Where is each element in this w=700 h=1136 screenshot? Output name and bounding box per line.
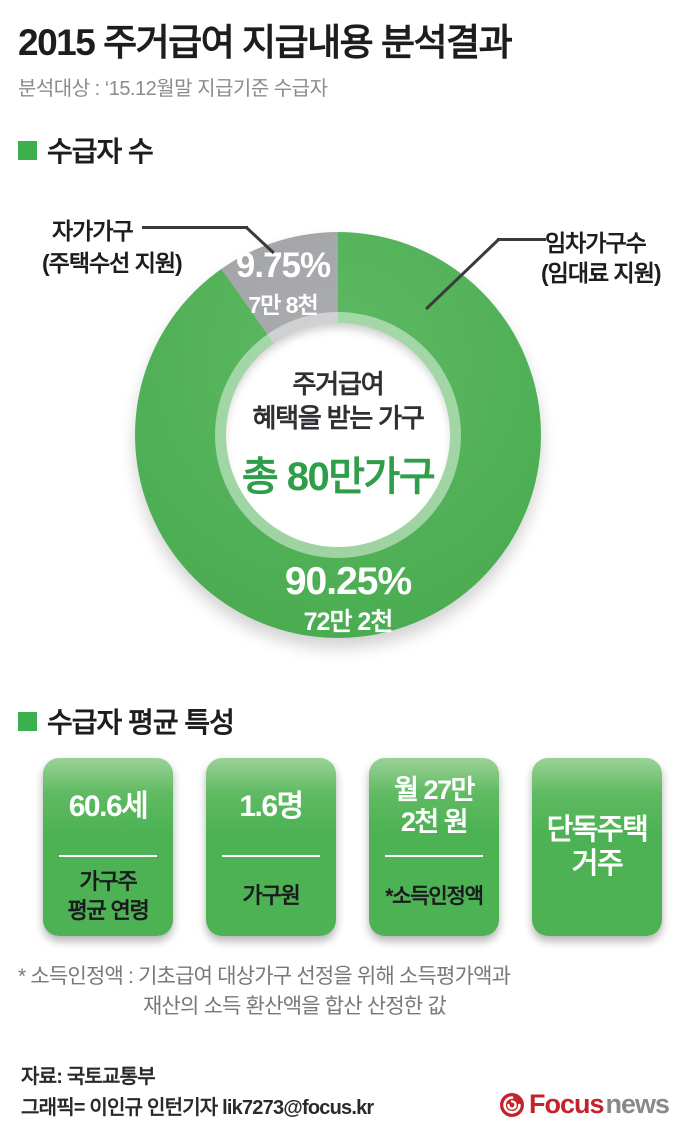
green-square-bullet-icon (18, 711, 37, 731)
section-characteristics-header: 수급자 평균 특성 (18, 701, 235, 741)
stat-value: 1.6명 (239, 789, 304, 823)
callout-rent-household-label: 임차가구수 (545, 230, 647, 256)
callout-own-household-label: 자가가구 (52, 218, 134, 244)
page-title: 2015 주거급여 지급내용 분석결과 (18, 22, 513, 63)
green-square-bullet-icon (18, 140, 37, 160)
section-characteristics-title: 수급자 평균 특성 (47, 707, 235, 738)
footnote: * 소득인정액 : 기초급여 대상가구 선정을 위해 소득평가액과 재산의 소득… (18, 962, 511, 1023)
callout-own-household-sublabel: (주택수선 지원) (42, 250, 183, 276)
stat-value: 60.6세 (68, 789, 149, 823)
gray-slice-percent: 9.75% (235, 246, 331, 285)
page-subtitle: 분석대상 : ‘15.12월말 지급기준 수급자 (18, 78, 328, 100)
stat-box-income: 월 27만 2천 원 *소득인정액 (369, 758, 499, 936)
donut-center-line2: 혜택을 받는 가구 (252, 402, 424, 433)
logo-suffix-text: news (605, 1089, 671, 1119)
stat-value: 단독주택 거주 (546, 813, 649, 880)
green-slice-percent: 90.25% (284, 560, 412, 603)
stat-divider (385, 855, 483, 857)
logo-brand-text: Focus (529, 1089, 605, 1119)
stat-divider (222, 855, 320, 857)
donut-center: 주거급여 혜택을 받는 가구 총 80만가구 (226, 323, 450, 547)
donut-chart: 주거급여 혜택을 받는 가구 총 80만가구 (135, 232, 541, 638)
stat-label: *소득인정액 (385, 884, 484, 908)
focus-news-logo-icon (500, 1092, 524, 1117)
footer-credit: 그래픽= 이인규 인턴기자 lik7273@focus.kr (21, 1097, 374, 1119)
footnote-line2: 재산의 소득 환산액을 합산 산정한 값 (143, 995, 447, 1019)
gray-slice-count: 7만 8천 (248, 292, 318, 318)
donut-center-total: 총 80만가구 (241, 455, 436, 500)
callout-rent-household-sublabel: (임대료 지원) (541, 260, 662, 286)
green-slice-count: 72만 2천 (303, 608, 394, 636)
section-recipients-title: 수급자 수 (47, 136, 154, 167)
callout-leader-line (497, 238, 546, 241)
focus-news-logo: Focus news (499, 1089, 671, 1120)
section-recipients-header: 수급자 수 (18, 130, 154, 170)
donut-center-line1: 주거급여 (292, 368, 385, 399)
stat-value: 월 27만 2천 원 (394, 774, 475, 837)
stat-box-age: 60.6세 가구주 평균 연령 (43, 758, 173, 936)
stat-label: 가구주 평균 연령 (67, 868, 149, 923)
callout-leader-line (142, 226, 248, 229)
stat-divider (59, 855, 157, 857)
footnote-line1: * 소득인정액 : 기초급여 대상가구 선정을 위해 소득평가액과 (18, 965, 511, 988)
footer-source: 자료: 국토교통부 (21, 1066, 156, 1088)
stat-box-housing-type: 단독주택 거주 (532, 758, 662, 936)
stat-box-members: 1.6명 가구원 (206, 758, 336, 936)
stat-label: 가구원 (242, 883, 300, 909)
